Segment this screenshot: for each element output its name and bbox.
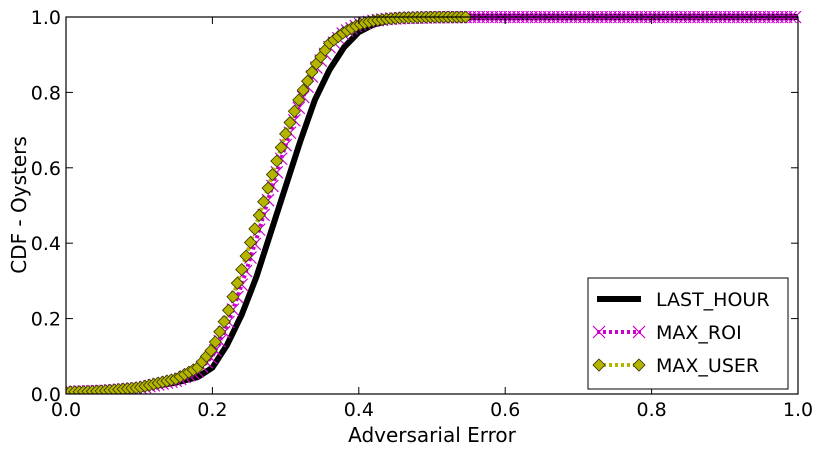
legend-marker-max-user [632, 358, 646, 372]
data-point-max-user [208, 335, 222, 349]
legend-label-last-hour: LAST_HOUR [656, 289, 770, 311]
ticks-layer: 0.0 0.2 0.4 0.6 0.8 1.0 0.0 0.2 0.4 0.6 0.8 1.0 [31, 7, 813, 421]
x-tick-label: 0.4 [344, 399, 374, 421]
y-tick-label: 0.0 [31, 384, 61, 406]
data-point-max-user [235, 263, 249, 277]
y-tick-label: 0.2 [31, 309, 61, 331]
legend-item-max-roi: MAX_ROI [592, 322, 742, 344]
data-point-max-user [252, 208, 266, 222]
series-max-user [66, 11, 473, 394]
plot-frame [65, 16, 799, 395]
data-point-max-user [274, 140, 288, 155]
data-point-max-user [292, 93, 306, 107]
x-tick-label: 0.2 [197, 399, 227, 421]
data-point-max-user [217, 315, 231, 329]
data-point-max-user [248, 222, 262, 236]
legend-marker-max-roi [592, 325, 606, 339]
y-axis-label: CDF - Oysters [7, 136, 31, 274]
data-point-max-user [270, 154, 284, 168]
x-tick-label: 0.0 [51, 399, 81, 421]
x-tick-label: 0.8 [636, 399, 666, 421]
data-point-max-user [243, 235, 258, 250]
data-point-max-user [283, 115, 297, 130]
data-point-max-user [204, 344, 218, 358]
legend-marker-max-user [592, 358, 606, 372]
data-point-max-user [213, 325, 227, 339]
x-tick-label: 1.0 [783, 399, 813, 421]
y-tick-label: 0.6 [31, 158, 61, 180]
legend-items: LAST_HOUR MAX_ROI MAX_USER [592, 289, 770, 377]
y-tick-label: 1.0 [31, 7, 61, 29]
legend-item-last-hour: LAST_HOUR [597, 289, 770, 311]
legend-label-max-user: MAX_USER [656, 355, 759, 377]
x-axis-label: Adversarial Error [348, 423, 517, 447]
data-point-max-user [257, 195, 271, 209]
data-point-max-user [265, 168, 279, 182]
data-point-max-user [261, 181, 275, 195]
data-point-max-user [296, 83, 310, 97]
legend-item-max-user: MAX_USER [592, 355, 759, 377]
data-point-max-user [279, 127, 293, 141]
data-point-max-user [221, 303, 236, 317]
legend-label-max-roi: MAX_ROI [656, 322, 742, 344]
legend: LAST_HOUR MAX_ROI MAX_USER [587, 277, 789, 390]
y-tick-label: 0.8 [31, 82, 61, 104]
data-point-max-user [230, 276, 244, 290]
y-tick-label: 0.4 [31, 233, 61, 255]
data-point-max-user [226, 290, 240, 304]
data-point-max-user [287, 104, 301, 118]
data-point-max-user [305, 65, 319, 79]
data-point-max-user [300, 74, 315, 88]
legend-marker-max-roi [632, 325, 646, 339]
x-tick-label: 0.6 [490, 399, 520, 421]
data-point-max-user [239, 249, 253, 263]
